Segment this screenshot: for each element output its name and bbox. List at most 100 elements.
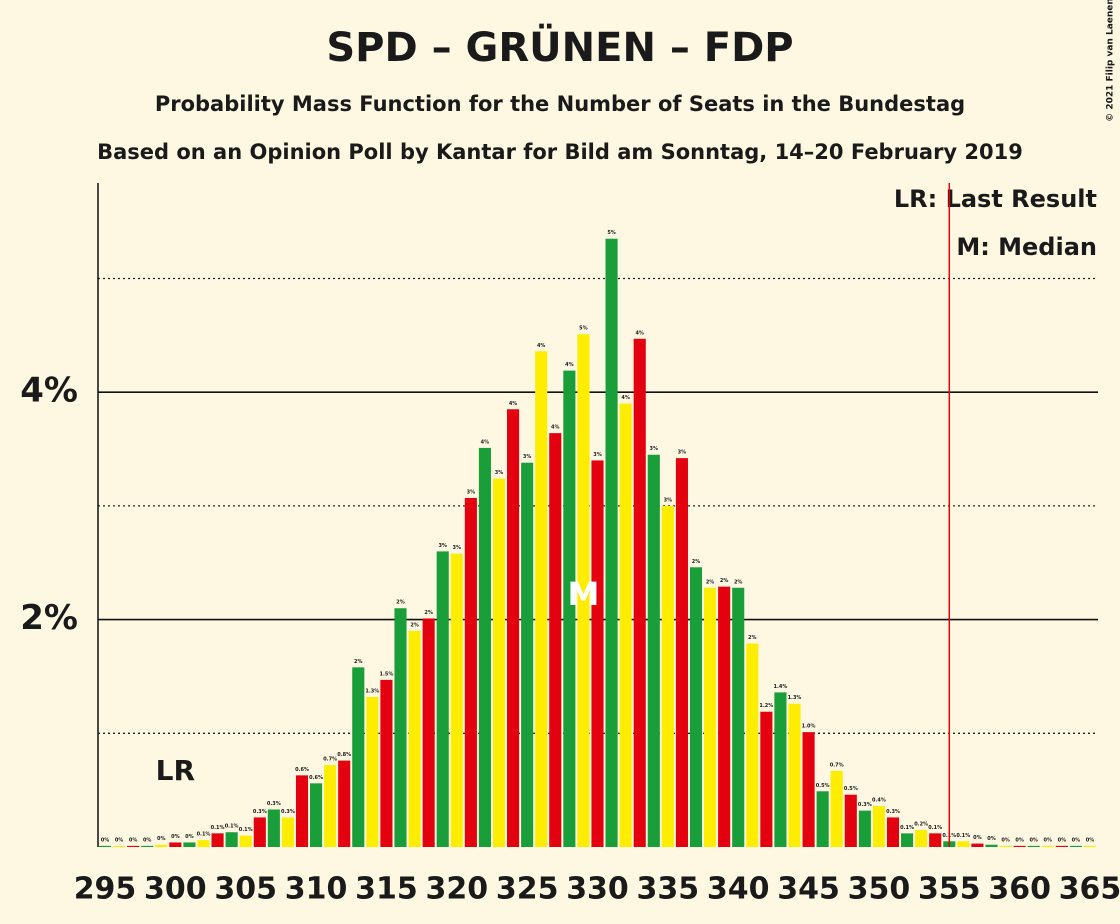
bar (605, 238, 618, 847)
bar (169, 842, 182, 847)
chart-title: SPD – GRÜNEN – FDP (326, 23, 793, 71)
value-label: 0% (1029, 837, 1038, 843)
bar (464, 497, 477, 847)
bar (450, 553, 463, 847)
bar (1027, 845, 1040, 847)
bar (127, 845, 140, 847)
median-label: M (568, 575, 600, 613)
value-label: 2% (396, 600, 405, 606)
value-label: 4% (565, 362, 574, 368)
value-label: 0.2% (914, 821, 928, 827)
x-tick-label: 320 (425, 872, 488, 907)
x-tick-label: 365 (1059, 872, 1120, 907)
value-label: 0.1% (197, 832, 211, 838)
value-label: 0% (1001, 837, 1010, 843)
value-label: 0.6% (309, 775, 323, 781)
bar (633, 338, 646, 847)
value-label: 3% (678, 450, 687, 456)
bar (661, 505, 674, 847)
bar (746, 643, 759, 847)
value-label: 2% (734, 579, 743, 585)
value-label: 1.5% (379, 671, 393, 677)
bar (591, 460, 604, 847)
bar (704, 587, 717, 847)
value-label: 3% (593, 452, 602, 458)
value-label: 2% (720, 578, 729, 584)
value-label: 0.1% (211, 825, 225, 831)
bar (366, 696, 379, 847)
value-label: 2% (410, 622, 419, 628)
bar (183, 842, 196, 847)
bar (872, 806, 885, 847)
value-label: 0.1% (239, 827, 253, 833)
bar (1055, 845, 1068, 847)
value-label: 0% (973, 835, 982, 841)
value-label: 4% (551, 425, 560, 431)
bar (774, 692, 787, 847)
bar (788, 703, 801, 847)
bar (563, 370, 576, 847)
bar (141, 845, 154, 847)
value-label: 1.3% (365, 688, 379, 694)
y-tick-label: 2% (20, 598, 78, 638)
value-label: 0% (1044, 837, 1053, 843)
bar (844, 794, 857, 847)
value-label: 0% (157, 836, 166, 842)
value-label: 1.2% (759, 703, 773, 709)
bar (239, 835, 252, 847)
bar (436, 551, 449, 847)
value-label: 0.7% (323, 757, 337, 763)
value-label: 0.1% (225, 824, 239, 830)
bar (281, 817, 294, 847)
bar (408, 630, 421, 847)
x-tick-label: 335 (637, 872, 700, 907)
value-label: 2% (424, 610, 433, 616)
bar (957, 841, 970, 847)
bar (915, 829, 928, 847)
x-tick-label: 325 (496, 872, 559, 907)
bar (1013, 845, 1026, 847)
value-label: 0% (171, 834, 180, 840)
value-label: 3% (438, 543, 447, 549)
value-label: 4% (537, 343, 546, 349)
bar (422, 618, 435, 847)
bar (830, 770, 843, 847)
bar (619, 403, 632, 847)
bar (901, 833, 914, 847)
value-label: 0% (129, 837, 138, 843)
bar (816, 791, 829, 847)
bar (647, 454, 660, 847)
bar (886, 817, 900, 847)
value-label: 2% (692, 559, 701, 565)
value-label: 1.4% (773, 684, 787, 690)
value-label: 0.5% (816, 783, 830, 789)
bar (1069, 845, 1082, 847)
x-tick-label: 305 (214, 872, 277, 907)
bar (521, 462, 534, 847)
bar (732, 587, 745, 847)
value-label: 4% (509, 401, 518, 407)
bar (802, 732, 815, 847)
value-label: 0% (1086, 837, 1095, 843)
bar (999, 845, 1012, 847)
value-label: 0.3% (886, 809, 900, 815)
bar (295, 775, 309, 847)
value-label: 0.4% (872, 798, 886, 804)
x-tick-label: 345 (777, 872, 840, 907)
value-label: 0.1% (956, 833, 970, 839)
value-label: 0.7% (830, 762, 844, 768)
x-tick-label: 350 (848, 872, 911, 907)
value-label: 1.0% (802, 724, 816, 730)
value-label: 3% (453, 545, 462, 551)
bar (675, 458, 688, 847)
bar (577, 334, 590, 847)
value-label: 0.3% (253, 809, 267, 815)
value-label: 3% (664, 497, 673, 503)
bar (267, 809, 280, 847)
value-label: 0% (1072, 837, 1081, 843)
bar (507, 409, 520, 847)
value-label: 0% (1058, 837, 1067, 843)
value-label: 2% (354, 659, 363, 665)
value-label: 0% (1015, 837, 1024, 843)
